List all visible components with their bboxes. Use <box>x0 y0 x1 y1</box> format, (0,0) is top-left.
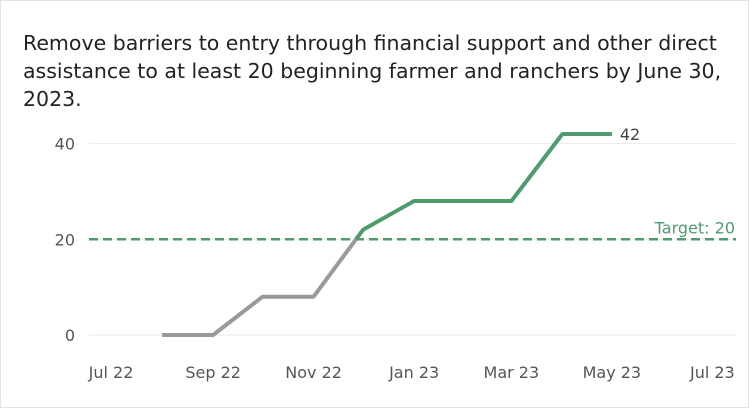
series-line-above-target <box>354 132 612 241</box>
x-tick-label: Jul 22 <box>88 363 134 382</box>
end-value-label: 42 <box>620 125 640 144</box>
x-tick-label: Jan 23 <box>388 363 439 382</box>
series-group: 42 <box>162 125 640 337</box>
x-tick-label: Mar 23 <box>484 363 540 382</box>
y-tick-label: 20 <box>55 230 75 249</box>
x-tick-label: Jul 23 <box>689 363 735 382</box>
series-line-below-target <box>162 238 358 337</box>
y-tick-label: 40 <box>55 135 75 154</box>
y-tick-label: 0 <box>65 326 75 345</box>
x-tick-label: May 23 <box>583 363 642 382</box>
x-tick-label: Nov 22 <box>285 363 342 382</box>
target-label: Target: 20 <box>654 218 735 237</box>
target-group: Target: 20 <box>89 218 736 241</box>
x-tick-label: Sep 22 <box>185 363 241 382</box>
x-axis: Jul 22 Sep 22 Nov 22 Jan 23 Mar 23 May 23 Jul … <box>88 363 735 382</box>
chart-title: Remove barriers to entry through financi… <box>23 31 722 111</box>
y-axis: 0 20 40 <box>55 135 75 345</box>
